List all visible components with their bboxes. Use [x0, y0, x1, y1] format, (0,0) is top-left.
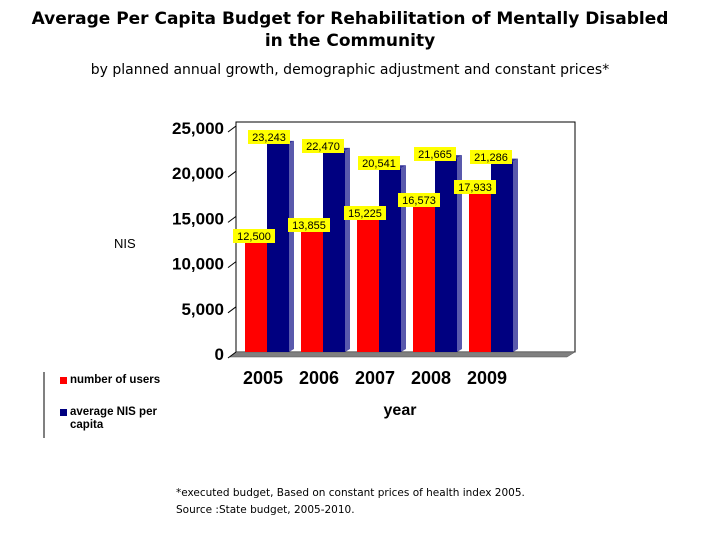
x-tick-label: 2008 [411, 368, 451, 388]
bar-side [457, 155, 462, 352]
y-tick-mark [227, 125, 237, 133]
x-tick-label: 2006 [299, 368, 339, 388]
bar-per-capita-2006 [323, 150, 345, 352]
y-tick-mark [227, 306, 237, 314]
legend-swatch-users [60, 377, 67, 384]
y-tick-label: 10,000 [172, 255, 224, 274]
x-tick-label: 2005 [243, 368, 283, 388]
data-label-box [344, 206, 386, 220]
x-tick-label: 2009 [467, 368, 507, 388]
y-axis-label: NIS [114, 236, 136, 251]
y-tick-label: 20,000 [172, 164, 224, 183]
legend-label-per-capita: average NIS per capita [70, 406, 157, 431]
data-label: 13,855 [292, 220, 326, 232]
data-label: 21,665 [418, 149, 452, 161]
bar-users-2008 [413, 204, 435, 352]
data-label-box [288, 218, 330, 232]
chart-floor [229, 351, 576, 358]
data-label-box [454, 180, 496, 194]
y-tick-label: 5,000 [181, 300, 224, 319]
bar-users-2005 [245, 241, 267, 352]
y-tick-mark [227, 215, 237, 223]
footnote-line-1: *executed budget, Based on constant pric… [176, 487, 525, 499]
bar-side [513, 158, 518, 352]
footnote-line-2: Source :State budget, 2005-2010. [176, 504, 355, 516]
chart-title: Average Per Capita Budget for Rehabilita… [0, 8, 700, 52]
data-label: 22,470 [306, 141, 340, 153]
bar-side [401, 165, 406, 352]
x-tick-label: 2007 [355, 368, 395, 388]
x-axis-label: year [384, 402, 417, 419]
data-label: 21,286 [474, 152, 508, 164]
data-label: 20,541 [362, 158, 396, 170]
data-label: 17,933 [458, 182, 492, 194]
chart-title-line-1: Average Per Capita Budget for Rehabilita… [31, 9, 669, 29]
y-tick-label: 15,000 [172, 209, 224, 228]
footnote: *executed budget, Based on constant pric… [176, 485, 525, 519]
y-tick-label: 25,000 [172, 119, 224, 138]
data-label: 16,573 [402, 195, 436, 207]
data-label: 23,243 [252, 132, 286, 144]
data-label-box [233, 229, 275, 243]
data-label: 12,500 [237, 231, 271, 243]
data-label-box [414, 147, 456, 161]
bar-users-2007 [357, 216, 379, 352]
legend-label-users: number of users [70, 374, 161, 386]
data-label-box [248, 130, 290, 144]
bar-users-2009 [469, 191, 491, 352]
bar-users-2006 [301, 228, 323, 352]
chart-title-line-2: in the Community [264, 31, 436, 51]
y-tick-mark [227, 351, 237, 359]
bar-per-capita-2005 [267, 143, 289, 352]
y-tick-label: 0 [215, 345, 224, 364]
data-label-box [398, 193, 440, 207]
bar-per-capita-2008 [435, 158, 457, 352]
bar-per-capita-2009 [491, 161, 513, 352]
bar-side [345, 147, 350, 352]
legend-swatch-per-capita [60, 409, 67, 416]
data-label-box [358, 156, 400, 170]
data-label: 15,225 [348, 208, 382, 220]
data-label-box [470, 150, 512, 164]
y-tick-mark [227, 170, 237, 178]
bar-side [289, 140, 294, 352]
chart-subtitle: by planned annual growth, demographic ad… [90, 62, 610, 78]
bar-per-capita-2007 [379, 168, 401, 352]
data-label-box [302, 139, 344, 153]
y-tick-mark [227, 261, 237, 269]
